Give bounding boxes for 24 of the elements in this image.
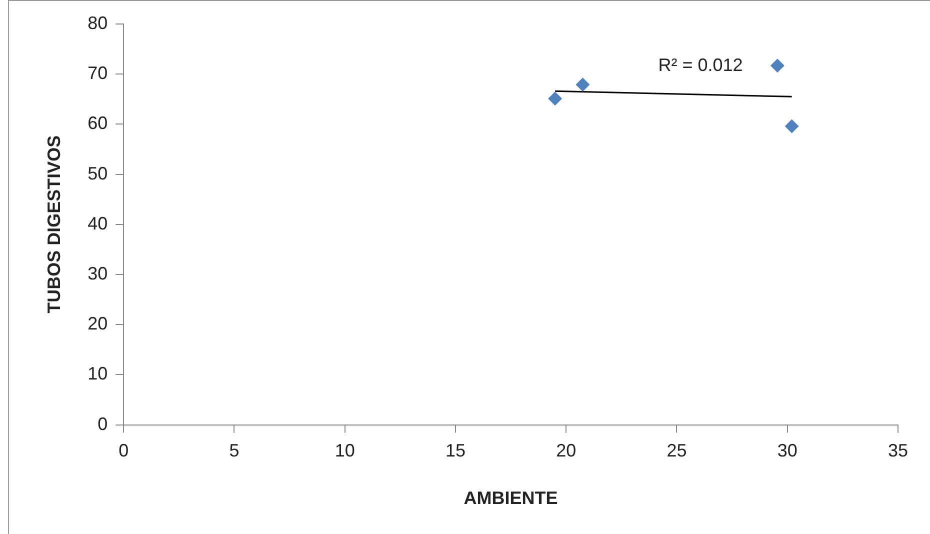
y-tick-label: 20 bbox=[88, 314, 108, 334]
y-axis-title: TUBOS DIGESTIVOS bbox=[44, 135, 64, 314]
x-tick-label: 30 bbox=[777, 440, 798, 461]
point bbox=[548, 92, 562, 106]
y-tick-label: 30 bbox=[88, 263, 108, 284]
y-tick-label: 70 bbox=[88, 63, 108, 84]
y-tick-label: 80 bbox=[88, 12, 108, 33]
y-tick-label: 40 bbox=[88, 213, 108, 234]
y-tick-label: 60 bbox=[88, 113, 108, 134]
annotation: R² = 0.012 bbox=[658, 55, 743, 76]
x-tick-label: 25 bbox=[666, 440, 687, 461]
x-tick-label: 5 bbox=[229, 440, 240, 461]
x-tick-label: 10 bbox=[334, 440, 355, 461]
point bbox=[770, 58, 784, 73]
y-tick-label: 50 bbox=[88, 163, 108, 184]
point bbox=[576, 78, 590, 92]
x-tick-label: 35 bbox=[888, 440, 908, 461]
x-axis-title: AMBIENTE bbox=[464, 488, 558, 508]
x-tick-label: 15 bbox=[445, 440, 466, 461]
y-tick-label: 10 bbox=[88, 364, 108, 384]
point bbox=[784, 119, 799, 134]
x-tick-label: 0 bbox=[118, 440, 129, 461]
y-tick-label: 0 bbox=[98, 414, 108, 434]
x-tick-label: 20 bbox=[556, 440, 576, 461]
